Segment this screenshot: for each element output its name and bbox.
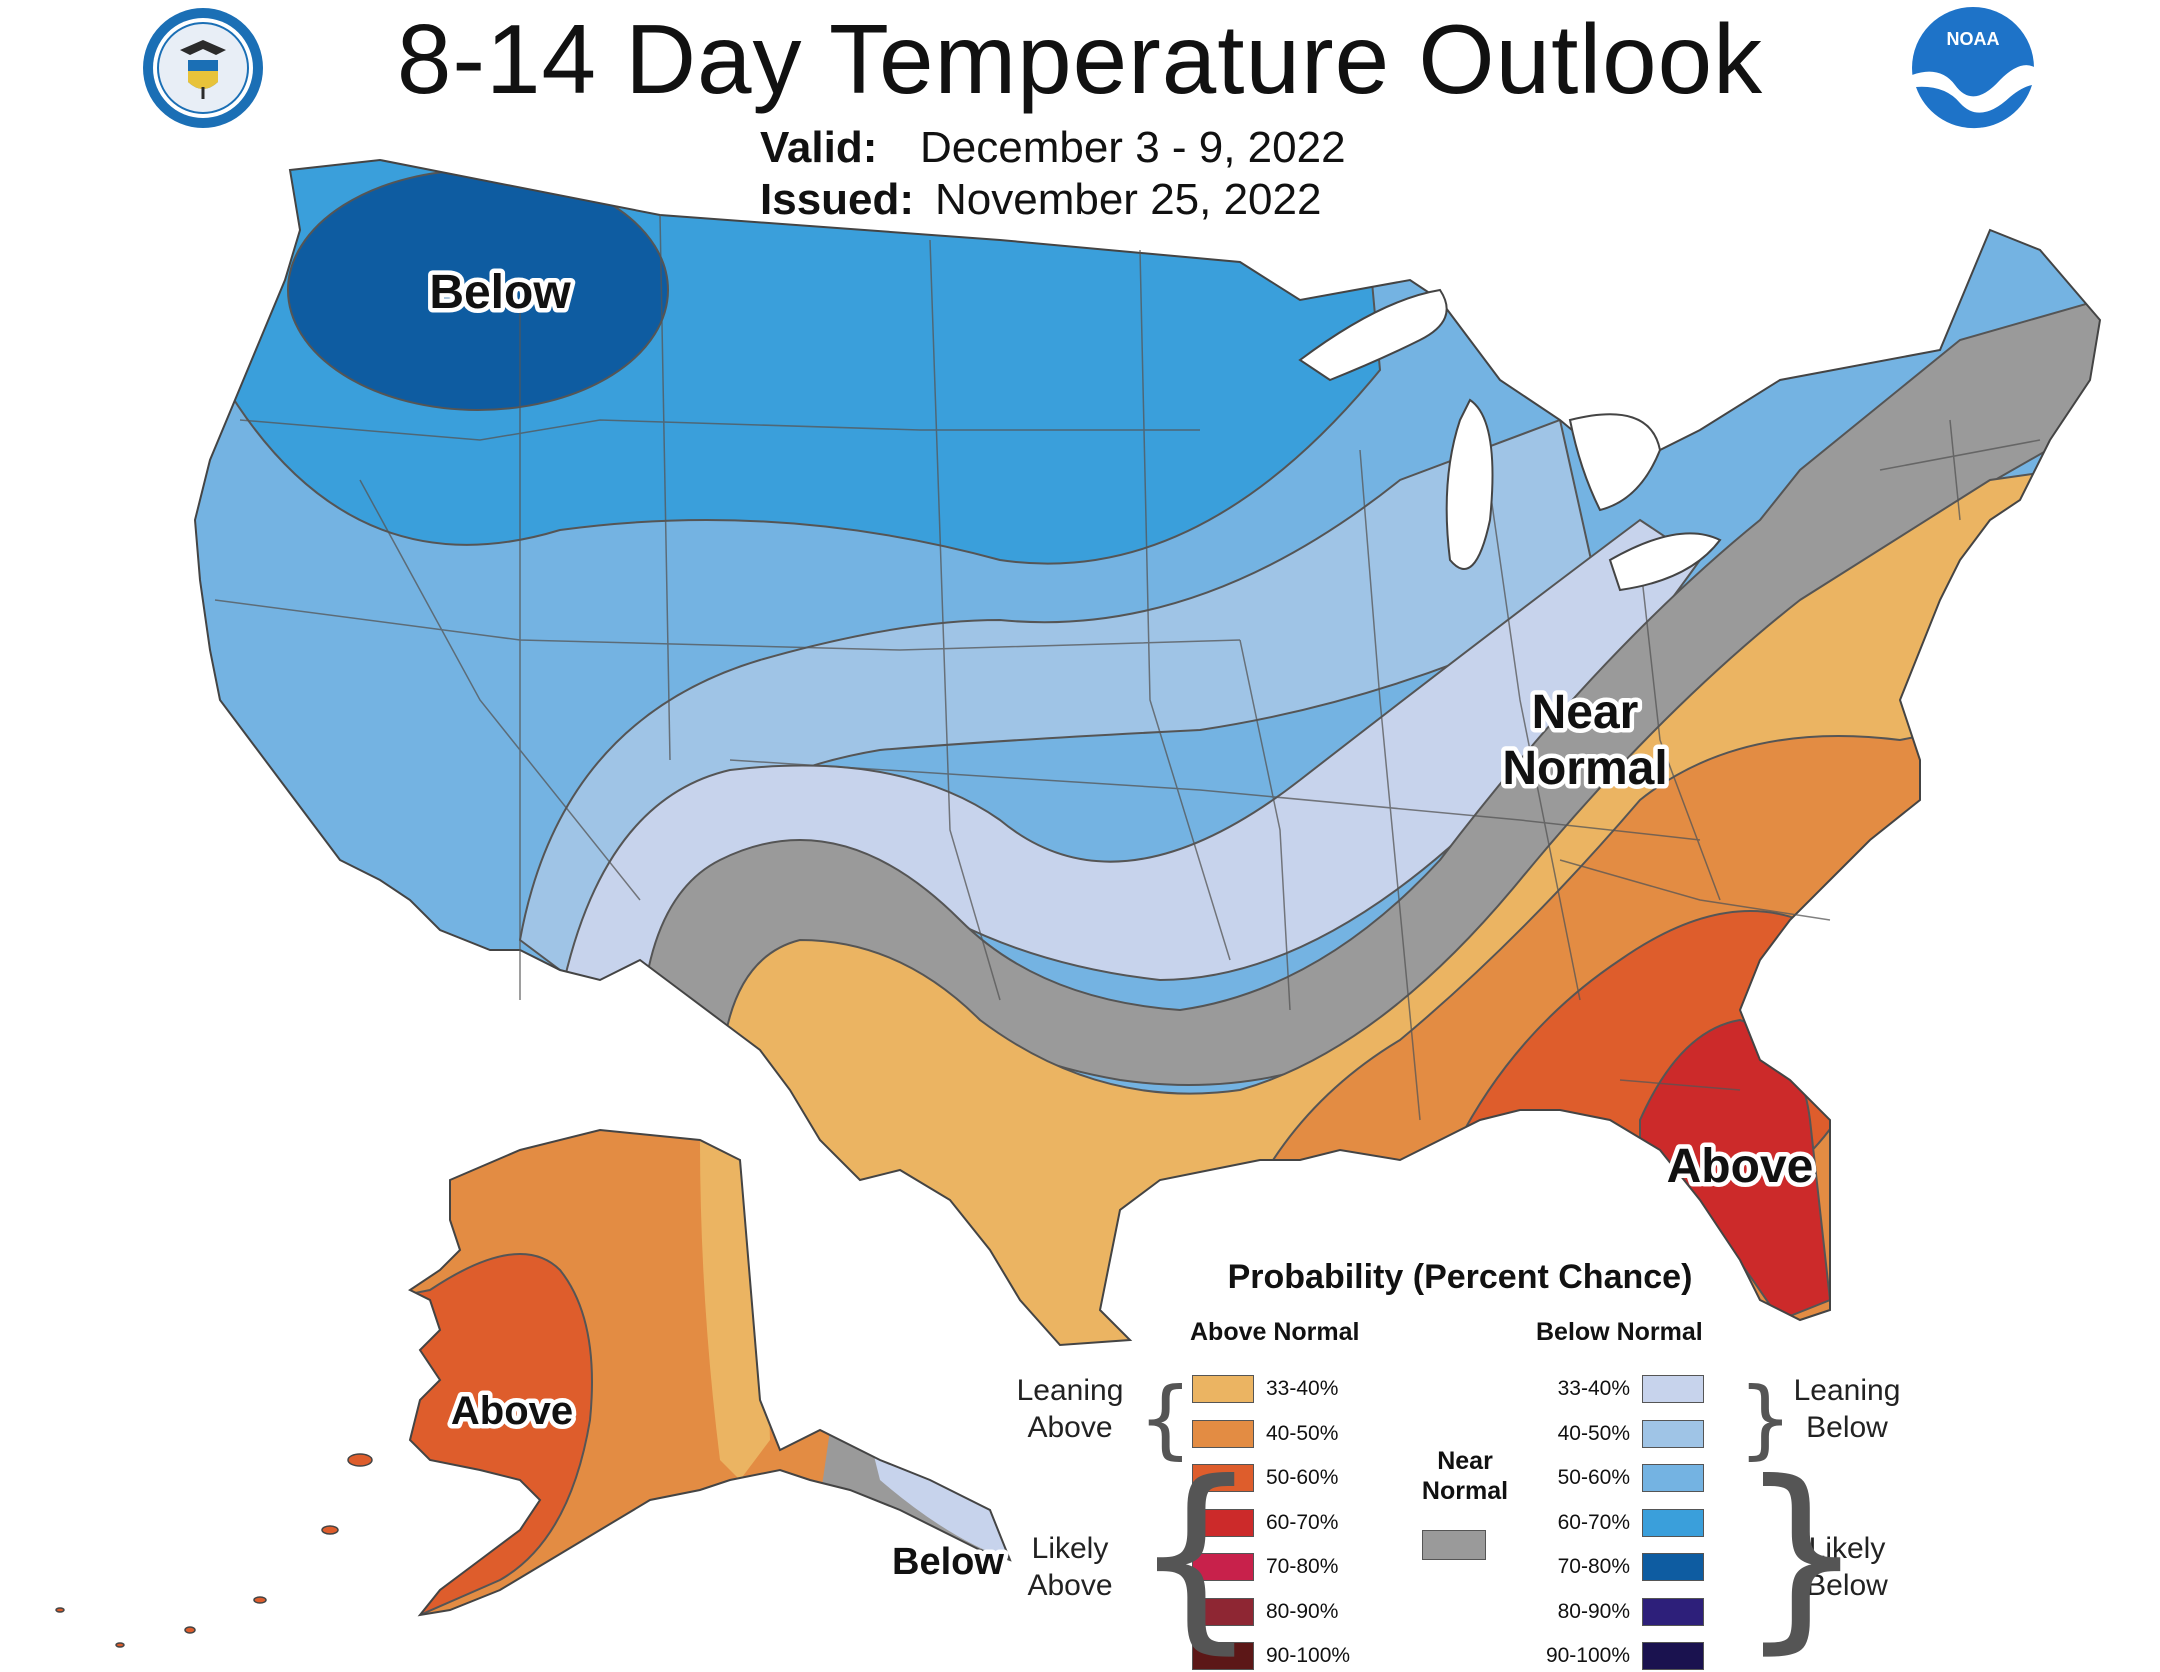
conus-outline xyxy=(193,158,2102,1347)
label-near-normal-1: Near xyxy=(1532,686,1639,739)
leaning-above-line2: Above xyxy=(1027,1411,1113,1444)
legend-value: 90-100% xyxy=(1545,1644,1630,1667)
legend-swatch xyxy=(1642,1464,1704,1492)
legend-above-header: Above Normal xyxy=(1190,1318,1360,1346)
legend-value: 70-80% xyxy=(1266,1555,1339,1578)
valid-dates: December 3 - 9, 2022 xyxy=(920,123,1346,172)
legend-value: 50-60% xyxy=(1266,1466,1339,1489)
legend-above-row: 33-40% xyxy=(1192,1374,1338,1404)
legend-above-row: 80-90% xyxy=(1192,1597,1338,1627)
label-below-northwest: Below xyxy=(429,266,571,319)
likely-above-line1: Likely xyxy=(1031,1532,1109,1565)
legend-above-row: 70-80% xyxy=(1192,1552,1338,1582)
legend-value: 40-50% xyxy=(1557,1421,1630,1445)
legend-title: Probability (Percent Chance) xyxy=(1227,1258,1693,1296)
legend-below-row: 40-50% xyxy=(1540,1419,1704,1449)
leaning-above-line1: Leaning xyxy=(1016,1374,1124,1407)
legend-likely-below: Likely Below xyxy=(1772,1530,1922,1604)
legend-near-normal-swatch xyxy=(1422,1530,1486,1560)
legend-swatch xyxy=(1192,1419,1254,1448)
legend-value: 60-70% xyxy=(1557,1510,1630,1534)
legend-swatch xyxy=(1642,1553,1704,1581)
date-block: Valid: December 3 - 9, 2022 Issued: Novemb… xyxy=(760,122,1346,226)
map-title: 8-14 Day Temperature Outlook xyxy=(396,4,1764,114)
legend-swatch xyxy=(1192,1375,1254,1403)
legend-swatch xyxy=(1642,1375,1704,1403)
legend-value: 33-40% xyxy=(1266,1377,1339,1400)
legend-value: 90-100% xyxy=(1266,1644,1351,1667)
noaa-logo-icon: NOAA xyxy=(1912,7,2035,131)
lake-michigan xyxy=(1445,398,1494,570)
brace-likely-below-icon: } xyxy=(1738,1439,1866,1672)
likely-below-line1: Likely xyxy=(1808,1532,1886,1565)
aleutian-islands xyxy=(55,1453,373,1648)
legend-above-row: 60-70% xyxy=(1192,1508,1338,1538)
legend-above-row: 50-60% xyxy=(1192,1463,1338,1493)
alaska-outline xyxy=(408,1128,1012,1617)
legend-value: 40-50% xyxy=(1266,1421,1339,1445)
leaning-below-line1: Leaning xyxy=(1793,1374,1901,1407)
label-below-alaska: Below xyxy=(892,1541,1004,1583)
legend-swatch xyxy=(1192,1464,1254,1492)
legend-below-row: 50-60% xyxy=(1540,1463,1704,1493)
issued-date: November 25, 2022 xyxy=(935,175,1322,224)
legend-below-row: 60-70% xyxy=(1540,1508,1704,1538)
legend-swatch xyxy=(1642,1508,1704,1537)
legend-below-row: 90-100% xyxy=(1540,1641,1704,1671)
lake-erie xyxy=(1608,532,1722,592)
issued-label: Issued: xyxy=(760,175,915,224)
near-normal-line1: Near xyxy=(1437,1447,1493,1475)
valid-label: Valid: xyxy=(760,123,878,172)
legend-swatch xyxy=(1642,1419,1704,1448)
legend-value: 70-80% xyxy=(1557,1555,1630,1578)
noaa-logo-text: NOAA xyxy=(1947,29,2000,49)
legend-value: 50-60% xyxy=(1557,1466,1630,1489)
legend-swatch xyxy=(1192,1553,1254,1581)
legend-leaning-above: Leaning Above xyxy=(1000,1372,1140,1446)
legend-swatch xyxy=(1192,1597,1254,1626)
leaning-below-line2: Below xyxy=(1806,1411,1888,1444)
legend-leaning-below: Leaning Below xyxy=(1772,1372,1922,1446)
legend-value: 80-90% xyxy=(1557,1599,1630,1623)
brace-leaning-below-icon: } xyxy=(1738,1369,1793,1469)
legend-below-row: 70-80% xyxy=(1540,1552,1704,1582)
legend-below-header: Below Normal xyxy=(1536,1318,1703,1346)
state-borders xyxy=(214,214,2041,1121)
legend-swatch xyxy=(1642,1597,1704,1626)
brace-leaning-above-icon: { xyxy=(1138,1369,1193,1469)
legend-below-row: 33-40% xyxy=(1540,1374,1704,1404)
legend-swatch xyxy=(1192,1508,1254,1537)
legend-value: 33-40% xyxy=(1557,1377,1630,1400)
legend-above-row: 40-50% xyxy=(1192,1419,1338,1449)
label-above-southeast: Above xyxy=(1667,1140,1814,1193)
legend-near-normal-label: Near Normal xyxy=(1410,1446,1520,1506)
commerce-seal-icon xyxy=(143,8,263,128)
legend-likely-above: Likely Above xyxy=(1000,1530,1140,1604)
legend-value: 80-90% xyxy=(1266,1599,1339,1623)
likely-above-line2: Above xyxy=(1027,1569,1113,1602)
lake-superior xyxy=(1298,288,1448,382)
legend-value: 60-70% xyxy=(1266,1510,1339,1534)
likely-below-line2: Below xyxy=(1806,1569,1888,1602)
lake-huron xyxy=(1568,413,1662,512)
near-normal-line2: Normal xyxy=(1421,1477,1509,1505)
label-near-normal-2: Normal xyxy=(1502,742,1667,795)
brace-likely-above-icon: { xyxy=(1132,1439,1260,1672)
legend-below-row: 80-90% xyxy=(1540,1597,1704,1627)
label-above-alaska: Above xyxy=(451,1389,573,1433)
legend-swatch xyxy=(1642,1642,1704,1670)
